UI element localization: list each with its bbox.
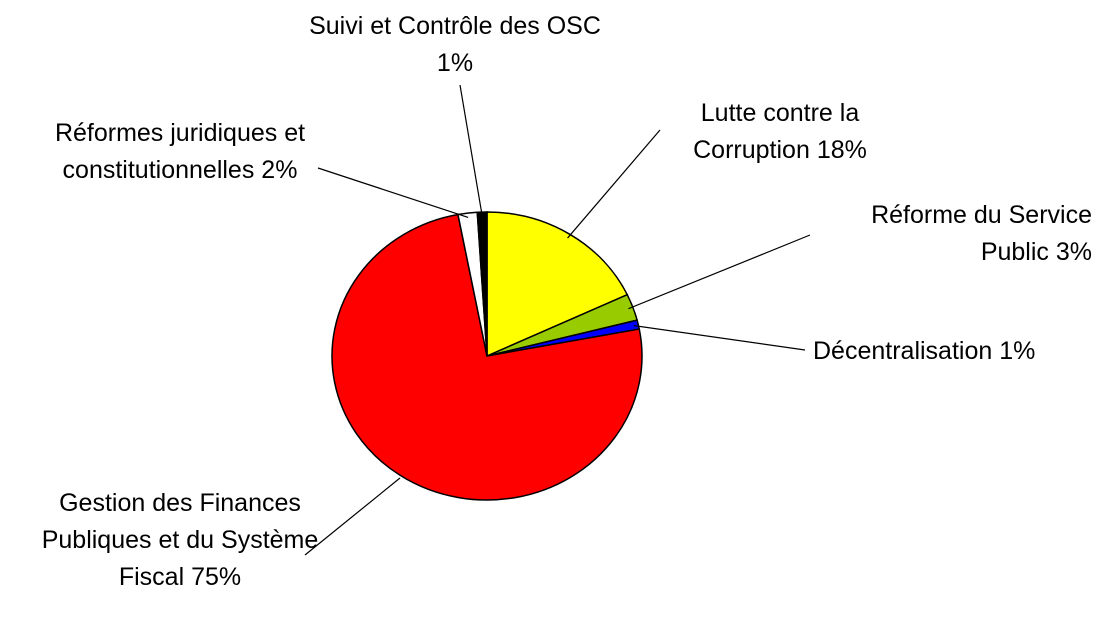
slice-label: Suivi et Contrôle des OSC 1% [300,8,610,82]
leader-line [304,477,401,556]
value-label: 18% [816,136,867,164]
category-label: Réforme du Service Public [871,201,1092,266]
value-label: 3% [1055,238,1092,266]
leader-line [567,129,661,239]
slice-label: Décentralisation 1% [813,333,1093,370]
value-label: 2% [261,156,298,184]
category-label: Suivi et Contrôle des OSC [309,12,601,40]
slice-label: Lutte contre la Corruption 18% [640,95,920,169]
leader-line [633,324,806,351]
category-label: Gestion des Finances Publiques et du Sys… [41,489,319,591]
slice-label: Gestion des Finances Publiques et du Sys… [20,485,340,596]
category-label: Réformes juridiques et constitutionnelle… [54,119,306,184]
leader-line [628,234,811,310]
value-label: 1% [999,337,1036,365]
category-label: Lutte contre la Corruption [693,99,860,164]
category-label: Décentralisation [813,337,993,365]
value-label: 75% [191,563,242,591]
value-label: 1% [436,49,474,77]
slice-label: Réforme du Service Public 3% [800,197,1092,271]
leader-line [317,167,469,218]
pie-slice [331,213,643,501]
leader-line [459,84,483,217]
slice-label: Réformes juridiques et constitutionnelle… [30,115,330,189]
